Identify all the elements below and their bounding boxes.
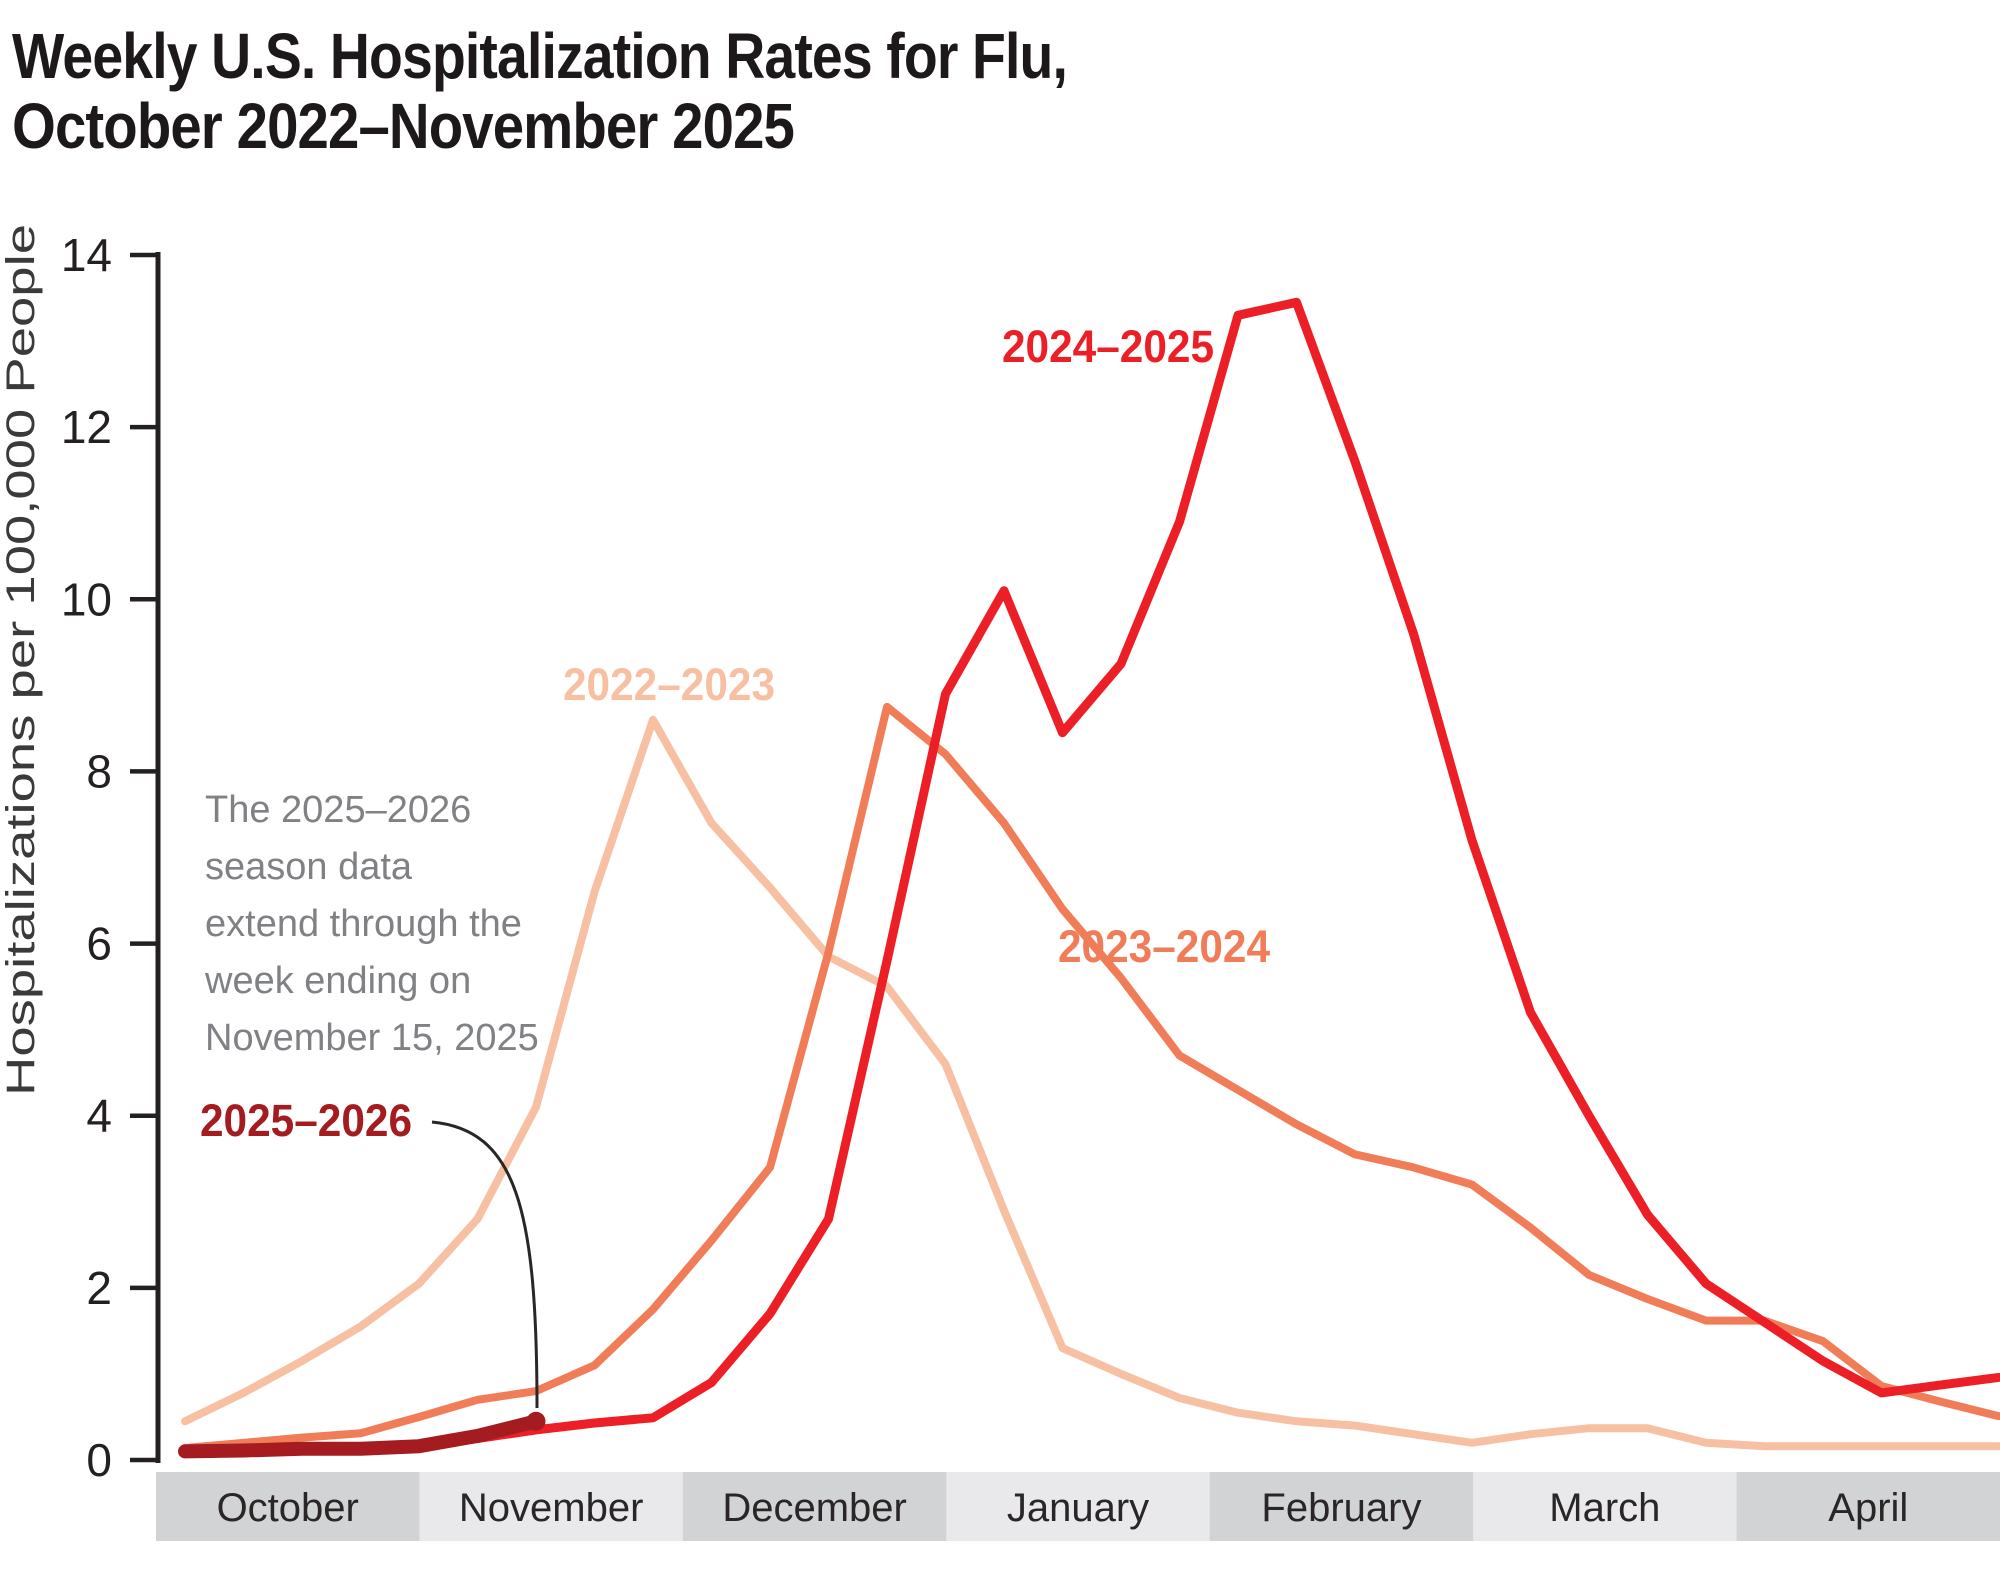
y-tick-label: 4 — [86, 1090, 112, 1142]
series-label-2024-2025: 2024–2025 — [1002, 321, 1214, 372]
month-label: October — [217, 1486, 359, 1530]
month-label: February — [1261, 1486, 1421, 1530]
month-label: November — [459, 1486, 644, 1530]
series-label-2022-2023: 2022–2023 — [563, 659, 775, 710]
y-axis-title: Hospitalizations per 100,000 People — [0, 224, 43, 1096]
series-lines — [178, 297, 2000, 1459]
annotation-line-2: season data — [205, 846, 413, 888]
series-line-2022-2023 — [181, 715, 2000, 1451]
month-band-cell — [1736, 1472, 2000, 1541]
x-axis-month-band: October November December January February Ma… — [156, 1472, 2000, 1541]
month-band-cell — [419, 1472, 684, 1541]
series-end-dot — [526, 1411, 546, 1431]
chart-title-line1: Weekly U.S. Hospitalization Rates for Fl… — [12, 20, 1067, 92]
annotation-line-3: extend through the — [205, 903, 522, 945]
month-label: January — [1007, 1486, 1149, 1530]
y-tick-label: 6 — [86, 918, 112, 970]
annotation-leader-line — [431, 1120, 539, 1409]
annotation-line-5: November 15, 2025 — [205, 1017, 539, 1059]
y-tick-label: 0 — [86, 1434, 112, 1486]
month-label: March — [1549, 1486, 1660, 1530]
y-tick-label: 14 — [61, 229, 112, 281]
month-band-cell — [156, 1472, 421, 1541]
series-line-2025-2026 — [178, 1414, 543, 1459]
month-band-cell — [1473, 1472, 1738, 1541]
month-band-cell — [946, 1472, 1211, 1541]
series-label-2023-2024: 2023–2024 — [1058, 921, 1270, 972]
annotation-note: The 2025–2026 season data extend through… — [204, 789, 539, 1409]
series-line-2023-2024 — [181, 702, 2000, 1452]
y-tick-label: 2 — [86, 1262, 112, 1314]
series-label-2025-2026: 2025–2026 — [200, 1095, 412, 1146]
month-band-cell — [1209, 1472, 1475, 1541]
month-label: December — [722, 1486, 907, 1530]
series-line-2024-2025 — [180, 297, 2000, 1456]
y-tick-label: 8 — [86, 745, 112, 797]
month-band-cell — [682, 1472, 948, 1541]
chart-title-line2: October 2022–November 2025 — [12, 90, 794, 162]
y-axis: 0 2 4 6 8 10 12 14 — [61, 229, 161, 1486]
y-tick-label: 12 — [61, 401, 112, 453]
annotation-line-4: week ending on — [204, 960, 471, 1002]
annotation-line-1: The 2025–2026 — [205, 789, 471, 831]
y-tick-label: 10 — [61, 573, 112, 625]
month-label: April — [1828, 1486, 1908, 1530]
